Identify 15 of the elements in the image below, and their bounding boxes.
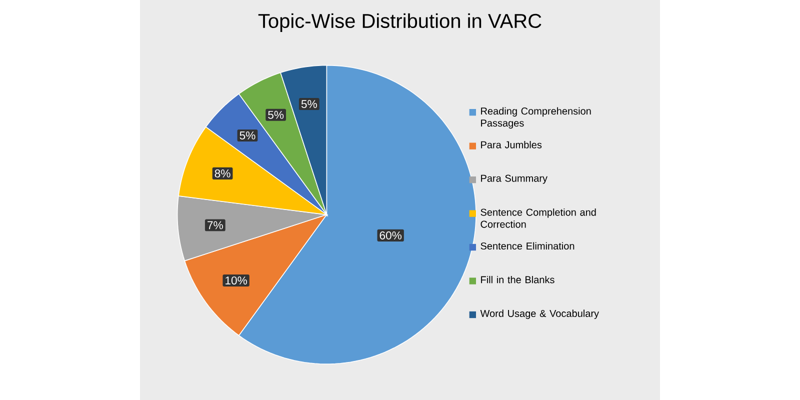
data-label: 60% xyxy=(380,231,402,240)
legend-label: Sentence Elimination xyxy=(480,242,574,250)
legend-label: Reading Comprehension Passages xyxy=(481,107,591,129)
data-label: 5% xyxy=(268,110,284,119)
data-label: 5% xyxy=(240,131,256,140)
legend-label: Fill in the Blanks xyxy=(481,276,554,284)
data-label: 10% xyxy=(226,276,247,284)
legend-label: Para Jumbles xyxy=(481,141,542,148)
legend-label: Word Usage & Vocabulary xyxy=(480,310,599,319)
data-label: 5% xyxy=(301,100,317,108)
data-label: 8% xyxy=(214,169,230,178)
legend-label: Sentence Completion and Correction xyxy=(480,208,596,228)
data-label: 7% xyxy=(208,221,223,230)
legend-label: Para Summary xyxy=(481,174,548,184)
chart-title: Topic-Wise Distribution in VARC xyxy=(258,13,542,32)
